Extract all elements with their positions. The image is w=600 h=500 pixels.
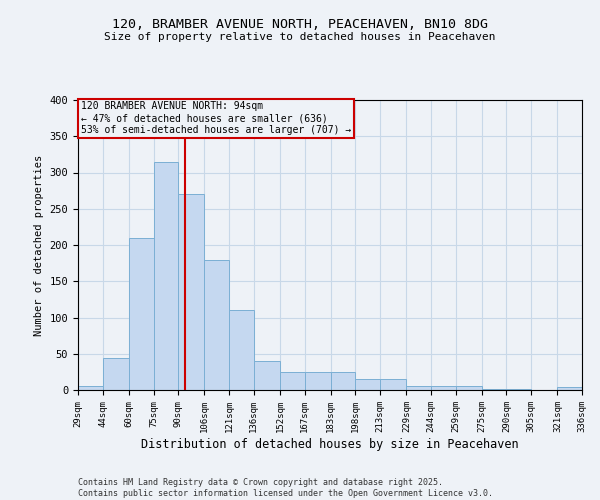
Bar	[78, 386, 103, 390]
Bar	[482, 388, 506, 390]
Bar	[431, 386, 455, 390]
Bar	[254, 361, 280, 390]
Bar	[380, 379, 406, 390]
Bar	[557, 387, 582, 390]
Bar	[154, 162, 178, 390]
Text: Contains HM Land Registry data © Crown copyright and database right 2025.
Contai: Contains HM Land Registry data © Crown c…	[78, 478, 493, 498]
X-axis label: Distribution of detached houses by size in Peacehaven: Distribution of detached houses by size …	[141, 438, 519, 450]
Bar	[205, 260, 229, 390]
Bar	[129, 238, 154, 390]
Bar	[406, 386, 431, 390]
Text: 120, BRAMBER AVENUE NORTH, PEACEHAVEN, BN10 8DG: 120, BRAMBER AVENUE NORTH, PEACEHAVEN, B…	[112, 18, 488, 30]
Bar	[178, 194, 205, 390]
Bar	[455, 386, 482, 390]
Bar	[331, 372, 355, 390]
Bar	[305, 372, 331, 390]
Bar	[229, 310, 254, 390]
Bar	[103, 358, 129, 390]
Bar	[506, 388, 531, 390]
Bar	[355, 379, 380, 390]
Text: 120 BRAMBER AVENUE NORTH: 94sqm
← 47% of detached houses are smaller (636)
53% o: 120 BRAMBER AVENUE NORTH: 94sqm ← 47% of…	[80, 102, 351, 134]
Y-axis label: Number of detached properties: Number of detached properties	[34, 154, 44, 336]
Bar	[280, 372, 305, 390]
Text: Size of property relative to detached houses in Peacehaven: Size of property relative to detached ho…	[104, 32, 496, 42]
